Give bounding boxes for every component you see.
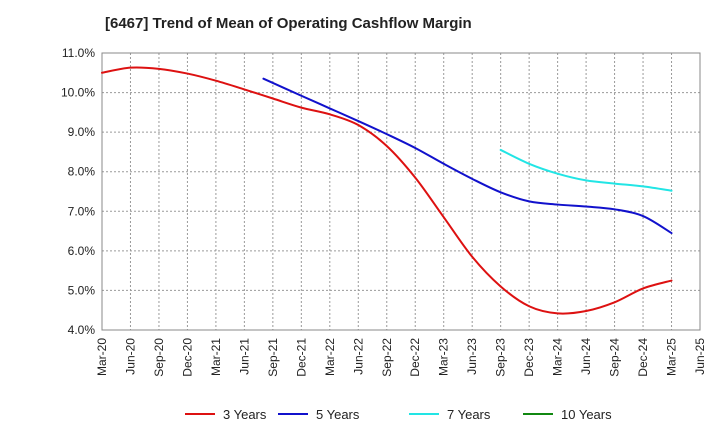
x-tick-label: Dec-23 bbox=[522, 338, 536, 377]
y-tick-label: 7.0% bbox=[68, 204, 96, 218]
x-tick-label: Sep-22 bbox=[380, 338, 394, 377]
x-tick-label: Mar-25 bbox=[665, 338, 679, 376]
x-tick-label: Dec-24 bbox=[636, 338, 650, 377]
x-tick-label: Jun-22 bbox=[351, 338, 365, 375]
x-tick-label: Jun-25 bbox=[693, 338, 707, 375]
x-tick-label: Mar-21 bbox=[209, 338, 223, 376]
y-tick-label: 9.0% bbox=[68, 125, 96, 139]
x-tick-label: Mar-20 bbox=[95, 338, 109, 376]
y-tick-label: 4.0% bbox=[68, 323, 96, 337]
series-line-7-years bbox=[499, 148, 673, 192]
x-tick-label: Dec-22 bbox=[408, 338, 422, 377]
x-tick-label: Jun-23 bbox=[465, 338, 479, 375]
x-tick-label: Dec-20 bbox=[180, 338, 194, 377]
x-tick-label: Sep-20 bbox=[152, 338, 166, 377]
x-tick-label: Sep-23 bbox=[494, 338, 508, 377]
legend-label-3-years: 3 Years bbox=[223, 407, 267, 422]
series-line-5-years bbox=[262, 77, 673, 235]
plot-frame bbox=[101, 52, 701, 331]
x-tick-label: Jun-21 bbox=[237, 338, 251, 375]
x-tick-label: Sep-21 bbox=[266, 338, 280, 377]
x-tick-label: Mar-24 bbox=[551, 338, 565, 376]
legend-label-10-years: 10 Years bbox=[561, 407, 612, 422]
chart-title: [6467] Trend of Mean of Operating Cashfl… bbox=[105, 15, 472, 32]
y-tick-label: 10.0% bbox=[61, 86, 95, 100]
x-tick-label: Mar-22 bbox=[323, 338, 337, 376]
x-tick-label: Mar-23 bbox=[437, 338, 451, 376]
x-tick-label: Dec-21 bbox=[294, 338, 308, 377]
y-tick-label: 11.0% bbox=[62, 46, 95, 60]
y-tick-label: 8.0% bbox=[68, 165, 96, 179]
x-tick-label: Jun-24 bbox=[579, 338, 593, 375]
x-tick-label: Sep-24 bbox=[608, 338, 622, 377]
x-tick-label: Jun-20 bbox=[123, 338, 137, 375]
legend-label-7-years: 7 Years bbox=[447, 407, 491, 422]
y-tick-label: 6.0% bbox=[68, 244, 96, 258]
legend-label-5-years: 5 Years bbox=[316, 407, 360, 422]
y-tick-label: 5.0% bbox=[68, 283, 96, 297]
series-line-3-years bbox=[101, 66, 673, 315]
